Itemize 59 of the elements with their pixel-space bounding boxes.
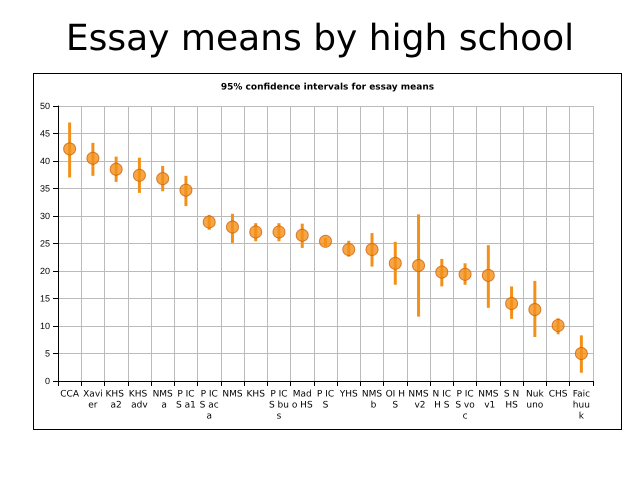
point [482,268,495,282]
x-tick-label: KHS a2 [106,390,127,410]
x-tick-label: OI HS [386,390,405,410]
point [552,318,565,332]
x-tick-label: KHS adv [128,390,150,410]
x-tick-label: NMS b [362,390,382,410]
point [86,152,100,165]
x-tick-label: NMS a [152,390,174,410]
x-tick-label: YHS [338,390,358,400]
x-tick-label: Faichuuk [572,390,590,422]
point [342,243,356,256]
y-tick-label: 10 [40,321,50,331]
point [156,172,170,186]
point [505,296,518,310]
x-tick-label: P ICS [316,390,334,410]
y-tick-label: 0 [44,376,50,386]
x-tick-label: P ICS aca [200,390,219,422]
point [574,347,588,360]
y-tick-label: 20 [40,266,50,276]
x-tick-label: S NHS [504,390,520,410]
chart-title: Essay means by high school [64,18,576,59]
chart-subtitle: 95% confidence intervals for essay means [220,82,434,92]
x-tick-label: N ICH S [432,390,452,410]
x-tick-label: Xavier [83,390,103,410]
y-tick-label: 25 [40,238,50,248]
x-tick-label: P ICS bus [268,390,289,422]
x-tick-label: P ICS voc [455,390,476,422]
point [272,225,286,238]
point [110,162,123,176]
point [179,184,192,197]
y-tick-label: 45 [40,128,50,138]
x-tick-label: KHS [246,390,266,400]
x-tick-label: NMS v1 [478,390,499,410]
y-tick-label: 30 [40,211,50,221]
point [296,228,309,242]
y-tick-label: 50 [40,101,50,111]
y-tick-label: 35 [40,184,50,194]
x-tick-label: CCA [60,390,80,400]
point [412,259,426,272]
point [528,303,542,316]
point [63,142,76,156]
point [249,225,262,238]
point [202,216,216,229]
point [388,256,402,270]
point [366,243,379,256]
x-tick-label: Mado HS [292,390,313,410]
y-tick-label: 5 [44,348,50,358]
point [458,268,472,281]
y-tick-label: 15 [40,294,50,304]
point [226,220,239,234]
point [435,266,448,279]
point [319,234,332,248]
y-tick-label: 40 [40,156,50,166]
x-tick-label: NMS [222,390,243,400]
point [132,168,146,182]
x-tick-label: P ICS a1 [176,390,196,410]
x-tick-label: Nukuno [526,390,544,410]
x-tick-label: CHS [548,390,568,400]
x-tick-label: NMS v2 [408,390,429,410]
